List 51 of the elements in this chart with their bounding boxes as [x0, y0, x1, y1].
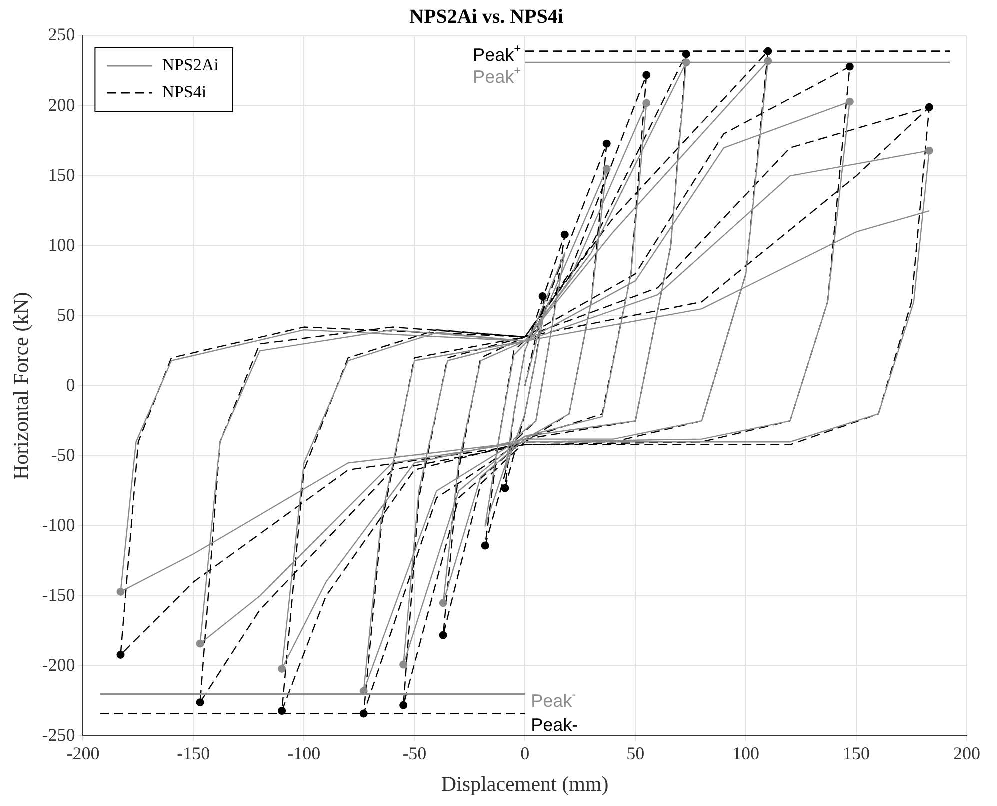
- chart-title: NPS2Ai vs. NPS4i: [410, 6, 564, 28]
- ref-line-label: Peak+: [473, 63, 522, 87]
- x-tick-label: 0: [520, 744, 530, 764]
- point: [196, 640, 204, 648]
- point: [538, 292, 547, 300]
- y-axis-title: Horizontal Force (kN): [9, 292, 34, 480]
- x-tick-label: 200: [954, 744, 980, 764]
- point: [925, 103, 934, 112]
- y-tick-label: -50: [51, 444, 76, 465]
- x-tick-label: 150: [843, 744, 870, 764]
- point: [602, 165, 611, 174]
- ref-line-label: Peak+: [473, 41, 522, 65]
- y-tick-label: -200: [42, 654, 76, 675]
- legend-label: NPS2Ai: [162, 55, 220, 74]
- y-tick-label: 200: [48, 94, 76, 115]
- point: [481, 542, 490, 550]
- point: [560, 230, 569, 239]
- y-tick-label: -150: [42, 584, 76, 605]
- point: [925, 146, 934, 155]
- y-tick-label: 150: [48, 164, 76, 185]
- point: [642, 71, 651, 80]
- point: [400, 660, 408, 669]
- ref-line-label: Peak-: [531, 715, 578, 736]
- point: [278, 664, 286, 673]
- y-tick-label: 250: [48, 24, 76, 45]
- x-tick-label: -50: [402, 744, 427, 764]
- legend-label: NPS4i: [162, 82, 207, 102]
- x-tick-label: -150: [177, 744, 210, 764]
- y-tick-label: 0: [66, 374, 76, 395]
- point: [196, 698, 204, 707]
- point: [278, 706, 286, 715]
- point: [846, 62, 854, 71]
- point: [439, 599, 448, 608]
- y-tick-label: -100: [42, 514, 76, 535]
- y-tick-label: -250: [42, 724, 76, 745]
- x-tick-label: -100: [288, 744, 321, 764]
- point: [846, 98, 854, 106]
- point: [116, 650, 125, 659]
- point: [360, 710, 368, 718]
- point: [602, 140, 611, 148]
- x-axis-title: Displacement (mm): [441, 772, 609, 796]
- ref-line-label: Peak-: [531, 688, 576, 712]
- y-tick-label: 50: [57, 304, 76, 325]
- point: [501, 484, 510, 492]
- x-tick-label: 100: [732, 744, 760, 764]
- x-tick-label: 50: [626, 744, 645, 764]
- point: [642, 99, 651, 108]
- point: [400, 701, 408, 710]
- point: [439, 631, 448, 640]
- y-tick-label: 100: [48, 234, 76, 255]
- point: [116, 588, 125, 596]
